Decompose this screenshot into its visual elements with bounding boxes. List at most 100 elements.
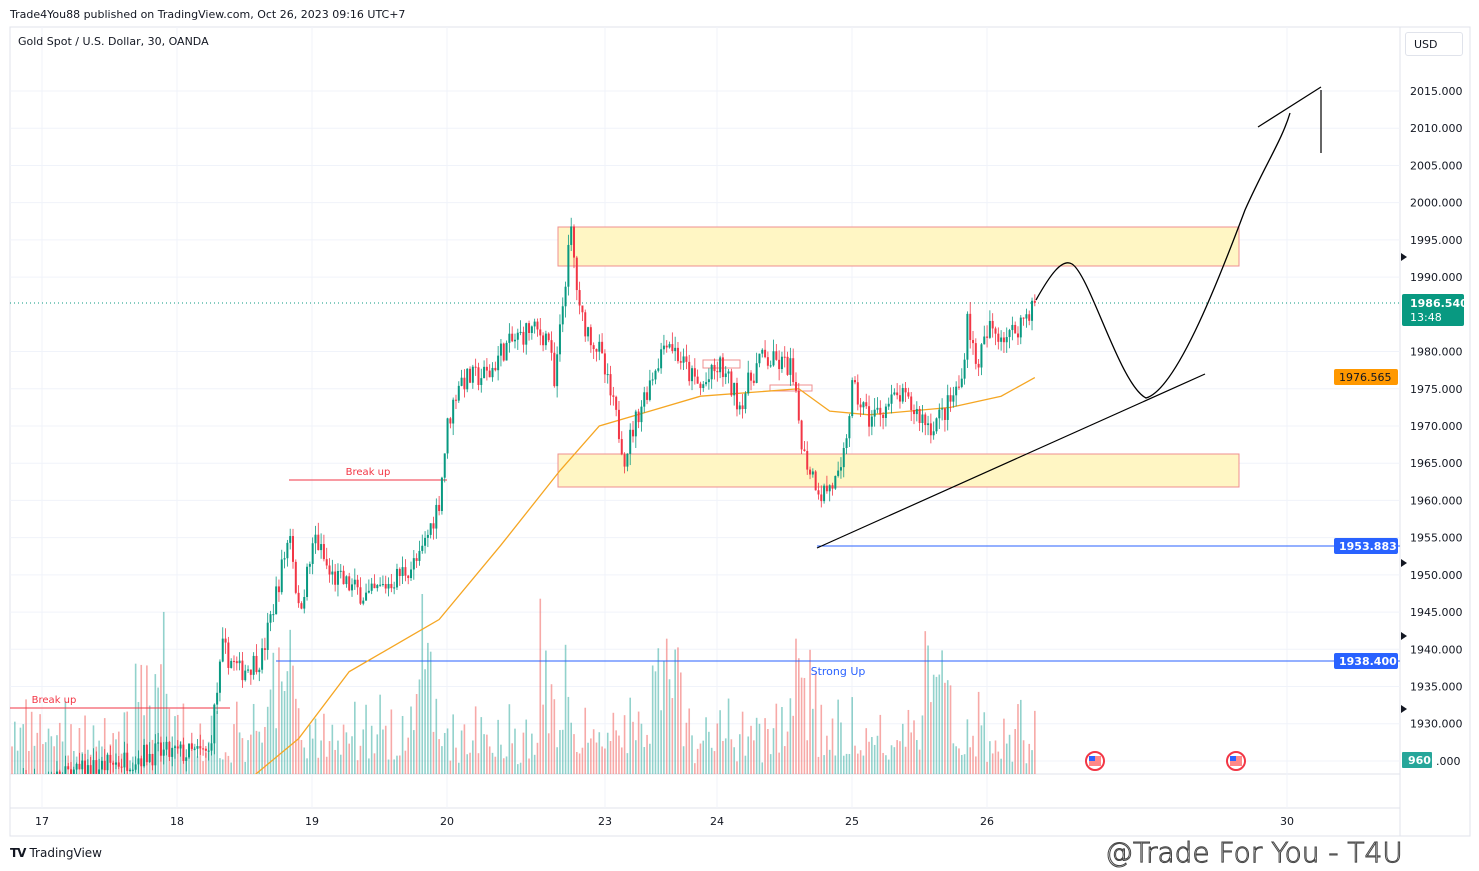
volume-bar — [193, 743, 196, 774]
candle — [325, 547, 328, 570]
volume-bar — [570, 722, 572, 774]
volume-bar — [814, 672, 817, 774]
volume-bar — [845, 753, 848, 774]
y-tick-label: .000 — [1436, 755, 1461, 768]
trend-line[interactable] — [816, 373, 1206, 549]
volume-bar — [761, 762, 764, 774]
volume-bar — [303, 747, 306, 774]
volume-bar — [677, 647, 679, 774]
candle — [761, 348, 764, 358]
candle — [752, 373, 755, 386]
volume-bar — [457, 762, 460, 774]
candle — [463, 369, 466, 398]
volume-bar — [160, 664, 162, 774]
currency-button[interactable]: USD — [1405, 32, 1463, 56]
candle — [839, 457, 842, 479]
candle — [269, 610, 272, 632]
volume-bar — [269, 689, 272, 774]
volume-bar — [564, 644, 567, 774]
volume-bar — [604, 748, 606, 774]
volume-bar — [764, 718, 766, 774]
y-tick-label: 1945.000 — [1410, 606, 1463, 619]
us-flag-event-icon[interactable] — [1226, 751, 1246, 771]
candles — [22, 217, 1036, 786]
level-badge-1938: 1938.400 — [1334, 653, 1398, 669]
candle — [64, 755, 67, 774]
candle — [446, 417, 449, 459]
candle — [477, 362, 480, 391]
last-price-badge: 1986.540 13:48 — [1402, 294, 1468, 326]
candle — [983, 325, 986, 345]
candle — [705, 372, 708, 387]
resistance-zone[interactable] — [557, 226, 1240, 267]
candle — [750, 370, 753, 391]
price-axis[interactable]: 2015.000 2010.000 2005.000 2000.000 1995.000… — [1410, 85, 1463, 768]
projection-curve[interactable] — [1035, 112, 1291, 399]
candle — [598, 334, 601, 361]
svg-text:13:48: 13:48 — [1410, 311, 1442, 324]
candle — [986, 325, 989, 348]
volume-bar — [834, 755, 837, 774]
volume-bar — [255, 730, 258, 774]
candle — [564, 281, 567, 318]
candle — [303, 589, 306, 614]
candle — [483, 360, 486, 379]
volume-bar — [19, 727, 22, 774]
candle — [558, 314, 561, 362]
volume-bar — [930, 702, 932, 774]
time-axis[interactable]: 17 18 19 20 23 24 25 26 30 — [35, 815, 1294, 828]
volume-bar — [334, 749, 336, 774]
candle — [679, 351, 682, 370]
candle — [412, 550, 415, 580]
candle — [603, 349, 606, 383]
volume-bar — [238, 732, 241, 774]
candle — [609, 365, 612, 406]
volume-bar — [317, 757, 320, 774]
candle — [994, 326, 997, 346]
volume-bar — [525, 719, 528, 774]
volume-bar — [890, 745, 893, 774]
candle — [429, 523, 432, 539]
symbol-title[interactable]: Gold Spot / U.S. Dollar, 30, OANDA — [18, 35, 209, 48]
volume-bar — [514, 728, 516, 774]
tradingview-logo[interactable]: TV TradingView — [10, 846, 102, 860]
us-flag-event-icon[interactable] — [1085, 751, 1105, 771]
volume-bar — [286, 671, 289, 774]
candle — [505, 340, 508, 361]
candle — [157, 732, 160, 752]
volume-bar — [916, 740, 918, 774]
volume-bar — [595, 742, 598, 774]
candle — [199, 734, 202, 755]
volume-bar — [219, 758, 221, 774]
support-zone[interactable] — [557, 453, 1240, 488]
volume-bar — [14, 721, 16, 774]
volume-bar — [885, 755, 887, 774]
candle — [528, 320, 531, 341]
candle — [379, 577, 382, 587]
candle — [351, 578, 354, 597]
y-tick-label: 1990.000 — [1410, 271, 1463, 284]
candle — [702, 381, 705, 392]
volume-bar — [258, 731, 261, 774]
volume-bar — [36, 732, 39, 774]
volume-bar — [78, 728, 81, 774]
volume-bar — [590, 738, 592, 774]
volume-bar — [654, 671, 657, 774]
candle — [915, 401, 918, 422]
y-tick-label: 1965.000 — [1410, 457, 1463, 470]
candle — [36, 774, 38, 786]
volume-bar — [47, 728, 50, 774]
candle — [721, 353, 724, 387]
volume-bar — [39, 714, 41, 774]
candle — [941, 398, 944, 421]
volume-bar — [741, 711, 744, 774]
volume-bar — [1014, 729, 1016, 774]
candle — [373, 574, 376, 589]
candle — [845, 434, 848, 455]
volume-bar — [404, 750, 407, 774]
candle — [834, 475, 837, 490]
volume-bar — [354, 701, 356, 774]
candle — [238, 652, 241, 671]
candle — [120, 758, 123, 773]
